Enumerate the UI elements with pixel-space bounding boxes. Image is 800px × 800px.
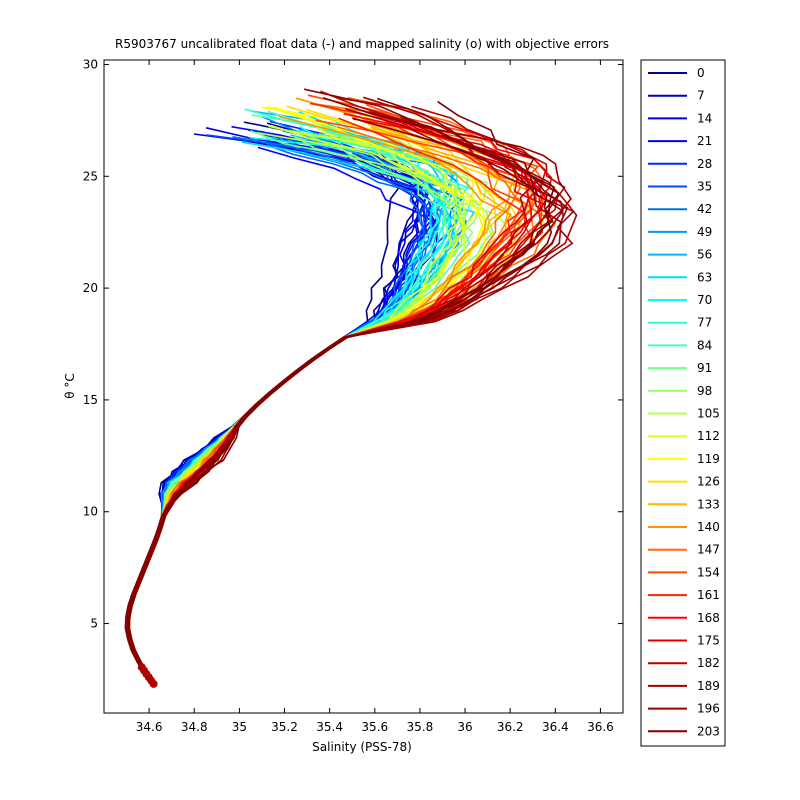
legend-label: 63	[697, 270, 712, 284]
x-tick-label: 36.4	[542, 720, 569, 734]
legend-label: 84	[697, 338, 712, 352]
legend-label: 91	[697, 361, 712, 375]
legend-label: 7	[697, 89, 705, 103]
legend-label: 168	[697, 611, 720, 625]
y-tick-label: 10	[83, 505, 98, 519]
legend-label: 203	[697, 724, 720, 738]
legend-label: 175	[697, 634, 720, 648]
profile-line-203	[127, 117, 554, 685]
legend-label: 70	[697, 293, 712, 307]
y-tick-label: 30	[83, 57, 98, 71]
legend-label: 35	[697, 180, 712, 194]
legend-label: 147	[697, 543, 720, 557]
legend-label: 56	[697, 248, 712, 262]
x-tick-label: 36.2	[497, 720, 524, 734]
profile-line-203	[124, 96, 561, 685]
x-tick-label: 36.6	[587, 720, 614, 734]
legend-label: 42	[697, 202, 712, 216]
x-tick-label: 34.6	[136, 720, 163, 734]
legend-label: 77	[697, 316, 712, 330]
legend-label: 14	[697, 111, 712, 125]
chart-title: R5903767 uncalibrated float data (-) and…	[115, 37, 609, 51]
y-tick-label: 25	[83, 169, 98, 183]
legend-label: 161	[697, 588, 720, 602]
x-tick-label: 34.8	[181, 720, 208, 734]
legend-label: 119	[697, 452, 720, 466]
legend-label: 28	[697, 157, 712, 171]
x-tick-label: 35.4	[316, 720, 343, 734]
profile-curves	[124, 88, 578, 688]
legend-label: 105	[697, 407, 720, 421]
y-tick-label: 20	[83, 281, 98, 295]
legend: 0 7 14 21 28 35 42 49 56 63 70 77 84 91 98 105 112 119 126…	[640, 59, 726, 747]
x-tick-label: 36	[457, 720, 472, 734]
legend-label: 189	[697, 679, 720, 693]
legend-label: 140	[697, 520, 720, 534]
legend-label: 154	[697, 565, 720, 579]
legend-label: 112	[697, 429, 720, 443]
legend-label: 49	[697, 225, 712, 239]
x-tick-label: 35.6	[361, 720, 388, 734]
legend-label: 126	[697, 475, 720, 489]
legend-box	[640, 59, 726, 747]
legend-label: 133	[697, 497, 720, 511]
y-axis-label: θ °C	[63, 373, 77, 399]
legend-label: 98	[697, 384, 712, 398]
plot-area-frame	[103, 59, 624, 714]
x-tick-label: 35.8	[407, 720, 434, 734]
x-axis-ticks: 34.6 34.8 35 35.2 35.4 35.6 35.8 36 36.2 36.4 36.6	[136, 60, 614, 734]
y-tick-label: 15	[83, 393, 98, 407]
mapped-salinity-marker	[137, 663, 146, 672]
y-axis-ticks: 5 10 15 20 25 30	[83, 57, 623, 631]
legend-label: 0	[697, 66, 705, 80]
x-axis-label: Salinity (PSS-78)	[312, 740, 412, 754]
legend-label: 182	[697, 656, 720, 670]
legend-label: 21	[697, 134, 712, 148]
legend-label: 196	[697, 702, 720, 716]
y-tick-label: 5	[90, 617, 98, 631]
x-tick-label: 35.2	[271, 720, 298, 734]
x-tick-label: 35	[232, 720, 247, 734]
